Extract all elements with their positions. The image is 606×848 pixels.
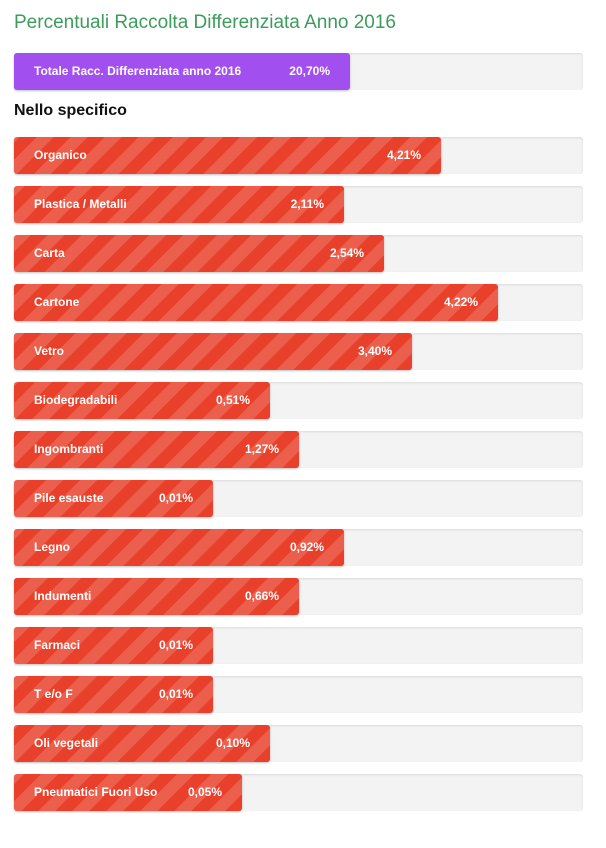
item-cartone-bar: Cartone 4,22% — [14, 284, 498, 321]
item-t-e-o-f-label: T e/o F — [34, 687, 73, 701]
item-biodegradabili-label: Biodegradabili — [34, 393, 118, 407]
item-farmaci-value: 0,01% — [158, 638, 193, 652]
item-organico-value: 4,21% — [386, 148, 421, 162]
item-legno-label: Legno — [34, 540, 70, 554]
item-t-e-o-f-value: 0,01% — [158, 687, 193, 701]
item-t-e-o-f-track: T e/o F 0,01% — [14, 676, 583, 713]
item-carta-value: 2,54% — [329, 246, 364, 260]
item-indumenti-value: 0,66% — [244, 589, 279, 603]
item-ingombranti-track: Ingombranti 1,27% — [14, 431, 583, 468]
item-plastica-metalli-track: Plastica / Metalli 2,11% — [14, 186, 583, 223]
item-oli-vegetali-value: 0,10% — [215, 736, 250, 750]
item-vetro-bar: Vetro 3,40% — [14, 333, 412, 370]
chart-title: Percentuali Raccolta Differenziata Anno … — [14, 12, 397, 33]
item-cartone-label: Cartone — [34, 295, 80, 309]
item-plastica-metalli-value: 2,11% — [290, 197, 324, 211]
total-value: 20,70% — [289, 64, 330, 78]
item-vetro-track: Vetro 3,40% — [14, 333, 583, 370]
item-plastica-metalli-label: Plastica / Metalli — [34, 197, 127, 211]
item-organico-bar: Organico 4,21% — [14, 137, 441, 174]
item-legno-bar: Legno 0,92% — [14, 529, 344, 566]
item-vetro-label: Vetro — [34, 344, 65, 358]
item-ingombranti-label: Ingombranti — [34, 442, 104, 456]
item-cartone-track: Cartone 4,22% — [14, 284, 583, 321]
item-cartone-value: 4,22% — [443, 295, 478, 309]
item-pile-esauste-label: Pile esauste — [34, 491, 104, 505]
item-t-e-o-f-bar: T e/o F 0,01% — [14, 676, 213, 713]
item-indumenti-track: Indumenti 0,66% — [14, 578, 583, 615]
item-ingombranti-bar: Ingombranti 1,27% — [14, 431, 299, 468]
item-legno-track: Legno 0,92% — [14, 529, 583, 566]
total-label: Totale Racc. Differenziata anno 2016 — [34, 64, 242, 78]
item-plastica-metalli-bar: Plastica / Metalli 2,11% — [14, 186, 344, 223]
item-carta-label: Carta — [34, 246, 65, 260]
item-farmaci-track: Farmaci 0,01% — [14, 627, 583, 664]
item-carta-bar: Carta 2,54% — [14, 235, 384, 272]
item-ingombranti-value: 1,27% — [244, 442, 279, 456]
item-carta-track: Carta 2,54% — [14, 235, 583, 272]
section-subtitle: Nello specifico — [14, 102, 127, 119]
item-vetro-value: 3,40% — [357, 344, 392, 358]
item-organico-label: Organico — [34, 148, 87, 162]
item-farmaci-label: Farmaci — [34, 638, 81, 652]
item-pile-esauste-track: Pile esauste 0,01% — [14, 480, 583, 517]
item-legno-value: 0,92% — [289, 540, 324, 554]
item-pile-esauste-bar: Pile esauste 0,01% — [14, 480, 213, 517]
item-pneumatici-fuori-uso-value: 0,05% — [187, 785, 222, 799]
item-biodegradabili-value: 0,51% — [215, 393, 250, 407]
item-farmaci-bar: Farmaci 0,01% — [14, 627, 213, 664]
item-oli-vegetali-track: Oli vegetali 0,10% — [14, 725, 583, 762]
item-biodegradabili-bar: Biodegradabili 0,51% — [14, 382, 270, 419]
item-biodegradabili-track: Biodegradabili 0,51% — [14, 382, 583, 419]
item-indumenti-bar: Indumenti 0,66% — [14, 578, 299, 615]
item-organico-track: Organico 4,21% — [14, 137, 583, 174]
total-track: Totale Racc. Differenziata anno 2016 20,7… — [14, 53, 583, 90]
item-pile-esauste-value: 0,01% — [158, 491, 193, 505]
item-pneumatici-fuori-uso-label: Pneumatici Fuori Uso — [34, 785, 158, 799]
total-bar: Totale Racc. Differenziata anno 2016 20,7… — [14, 53, 350, 90]
item-oli-vegetali-bar: Oli vegetali 0,10% — [14, 725, 270, 762]
item-oli-vegetali-label: Oli vegetali — [34, 736, 99, 750]
item-pneumatici-fuori-uso-bar: Pneumatici Fuori Uso 0,05% — [14, 774, 242, 811]
item-pneumatici-fuori-uso-track: Pneumatici Fuori Uso 0,05% — [14, 774, 583, 811]
item-indumenti-label: Indumenti — [34, 589, 92, 603]
